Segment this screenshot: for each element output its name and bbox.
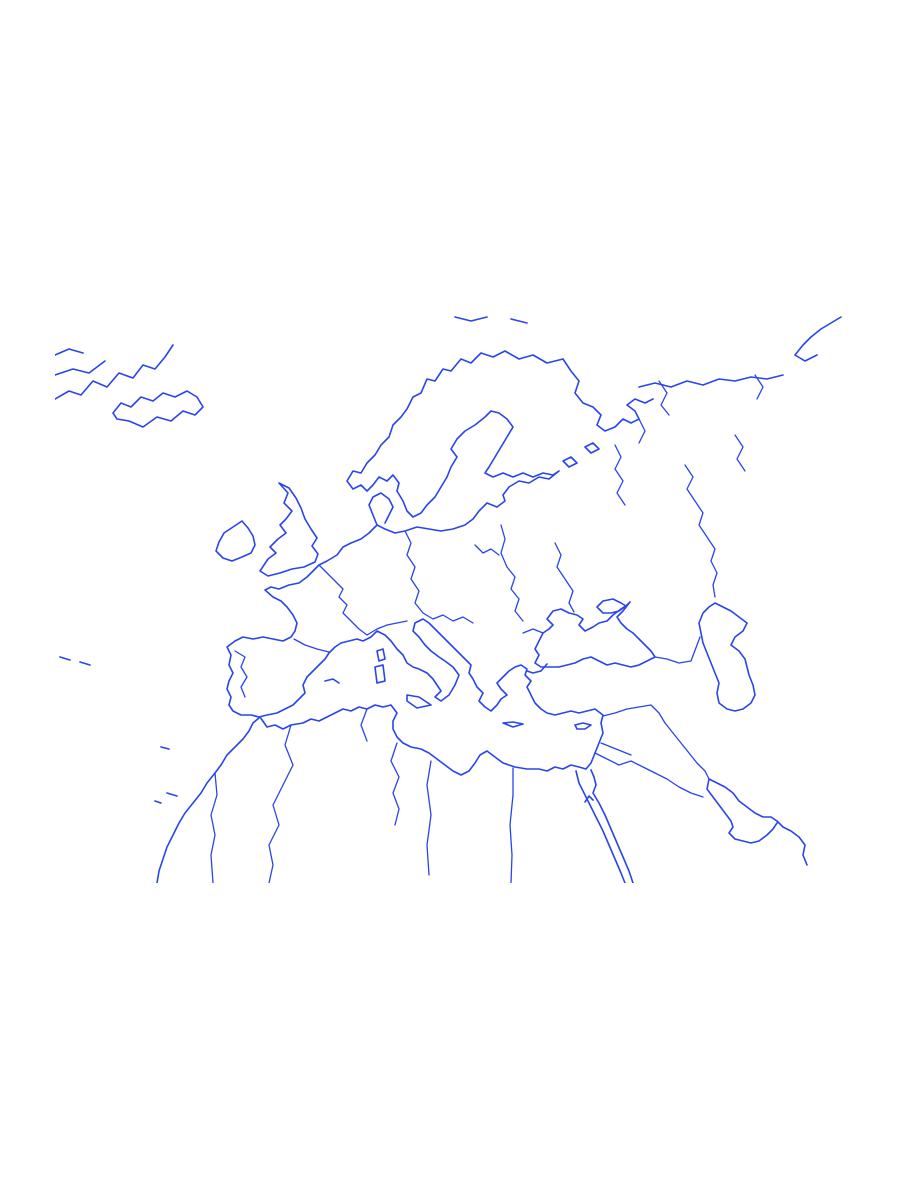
coastlines [55,316,842,883]
weaclim-badge [4,909,44,935]
coast-arctic-greenland-iceland [55,316,842,428]
coast-caspian [698,602,756,712]
coast-gulf-redsea [575,769,808,883]
map-area [55,315,847,883]
severity-legend [0,982,900,1006]
coast-scandinavia-baltic [346,350,654,534]
coast-med-islands [324,648,592,730]
borders-rivers [210,374,764,883]
coast-europe-africa [156,524,604,883]
copyright-circle-icon [10,913,28,931]
turbulence-map [55,316,842,883]
coast-black-sea-azov [534,598,656,668]
severity-colorbar [340,936,575,986]
coast-uk-ireland-islands [59,482,319,804]
